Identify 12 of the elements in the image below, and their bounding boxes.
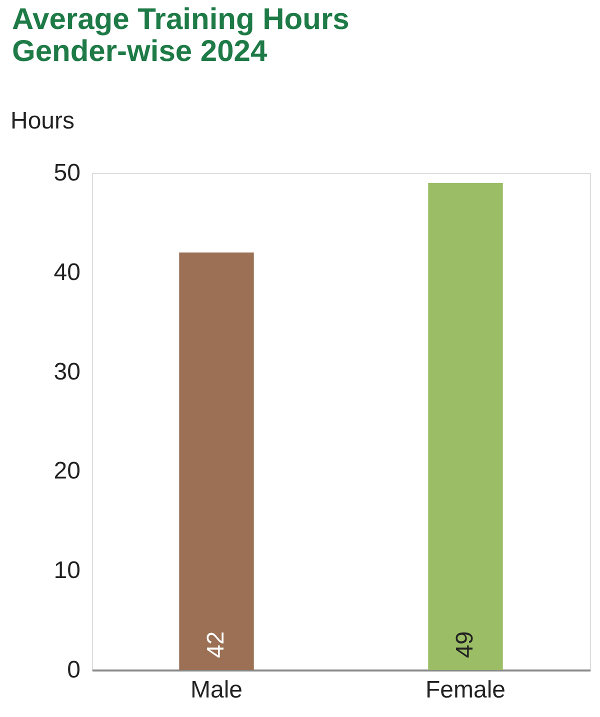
y-axis-title: Hours bbox=[10, 108, 75, 134]
y-tick-label: 10 bbox=[54, 557, 80, 584]
y-tick-label: 40 bbox=[54, 258, 80, 286]
y-tick-label: 50 bbox=[54, 160, 80, 186]
x-tick-label: Female bbox=[425, 676, 506, 704]
x-tick-label: Male bbox=[190, 676, 243, 704]
chart-title: Average Training Hours Gender-wise 2024 bbox=[12, 3, 350, 68]
y-tick-label: 30 bbox=[54, 358, 80, 386]
data-label: 42 bbox=[202, 631, 230, 658]
data-label: 49 bbox=[452, 631, 478, 658]
y-tick-label: 20 bbox=[54, 458, 80, 485]
y-tick-label: 0 bbox=[67, 656, 80, 684]
